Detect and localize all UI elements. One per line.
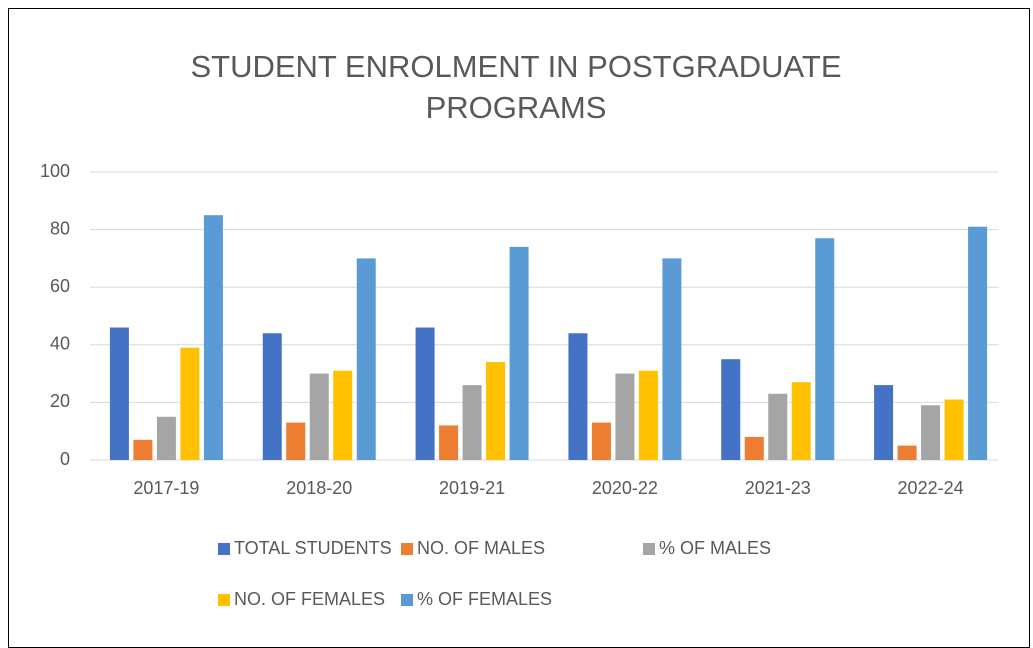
y-tick-label: 0 xyxy=(60,449,70,469)
bar xyxy=(180,347,200,460)
legend-label: % OF MALES xyxy=(659,538,771,558)
chart: 0 20 40 60 80 100 2017-19 2018-20 2019-21 2020-22… xyxy=(40,161,999,609)
bar xyxy=(921,405,941,460)
y-tick-label: 40 xyxy=(50,334,70,354)
bar xyxy=(615,373,635,460)
y-tick-label: 20 xyxy=(50,391,70,411)
x-tick-label: 2017-19 xyxy=(133,478,199,498)
y-tick-label: 80 xyxy=(50,218,70,238)
bar xyxy=(768,393,788,460)
bar xyxy=(462,385,482,460)
legend-label: NO. OF MALES xyxy=(417,538,545,558)
x-tick-label: 2019-21 xyxy=(439,478,505,498)
page: STUDENT ENROLMENT IN POSTGRADUATE PROGRA… xyxy=(8,8,1030,648)
bar xyxy=(109,327,129,460)
bar xyxy=(968,226,988,460)
chart-title: STUDENT ENROLMENT IN POSTGRADUATE PROGRA… xyxy=(190,49,842,125)
x-tick-label: 2022-24 xyxy=(898,478,964,498)
bar xyxy=(509,246,529,460)
x-tick-label: 2018-20 xyxy=(286,478,352,498)
bar xyxy=(333,370,353,460)
legend-label: TOTAL STUDENTS xyxy=(234,538,392,558)
bar xyxy=(874,385,894,460)
bar xyxy=(791,382,811,460)
legend-label: NO. OF FEMALES xyxy=(234,589,385,609)
bar xyxy=(415,327,435,460)
bar xyxy=(309,373,329,460)
bar xyxy=(156,416,176,460)
legend-swatch xyxy=(401,594,413,606)
bar xyxy=(439,425,459,460)
bar xyxy=(897,445,917,460)
x-tick-label: 2021-23 xyxy=(745,478,811,498)
bar xyxy=(815,238,835,460)
y-tick-label: 100 xyxy=(40,161,70,181)
bar xyxy=(744,436,764,460)
bar xyxy=(638,370,658,460)
bar xyxy=(591,422,611,460)
bar xyxy=(203,215,223,460)
bar xyxy=(286,422,306,460)
bar xyxy=(486,362,506,460)
bar xyxy=(568,333,588,460)
legend-label: % OF FEMALES xyxy=(417,589,552,609)
bar xyxy=(356,258,376,460)
bar xyxy=(721,359,741,460)
bar xyxy=(944,399,964,460)
y-tick-label: 60 xyxy=(50,276,70,296)
legend-swatch xyxy=(401,543,413,555)
legend-swatch xyxy=(643,543,655,555)
bar xyxy=(262,333,282,460)
bar xyxy=(662,258,682,460)
legend-swatch xyxy=(218,594,230,606)
legend-swatch xyxy=(218,543,230,555)
bar xyxy=(133,439,153,460)
x-tick-label: 2020-22 xyxy=(592,478,658,498)
